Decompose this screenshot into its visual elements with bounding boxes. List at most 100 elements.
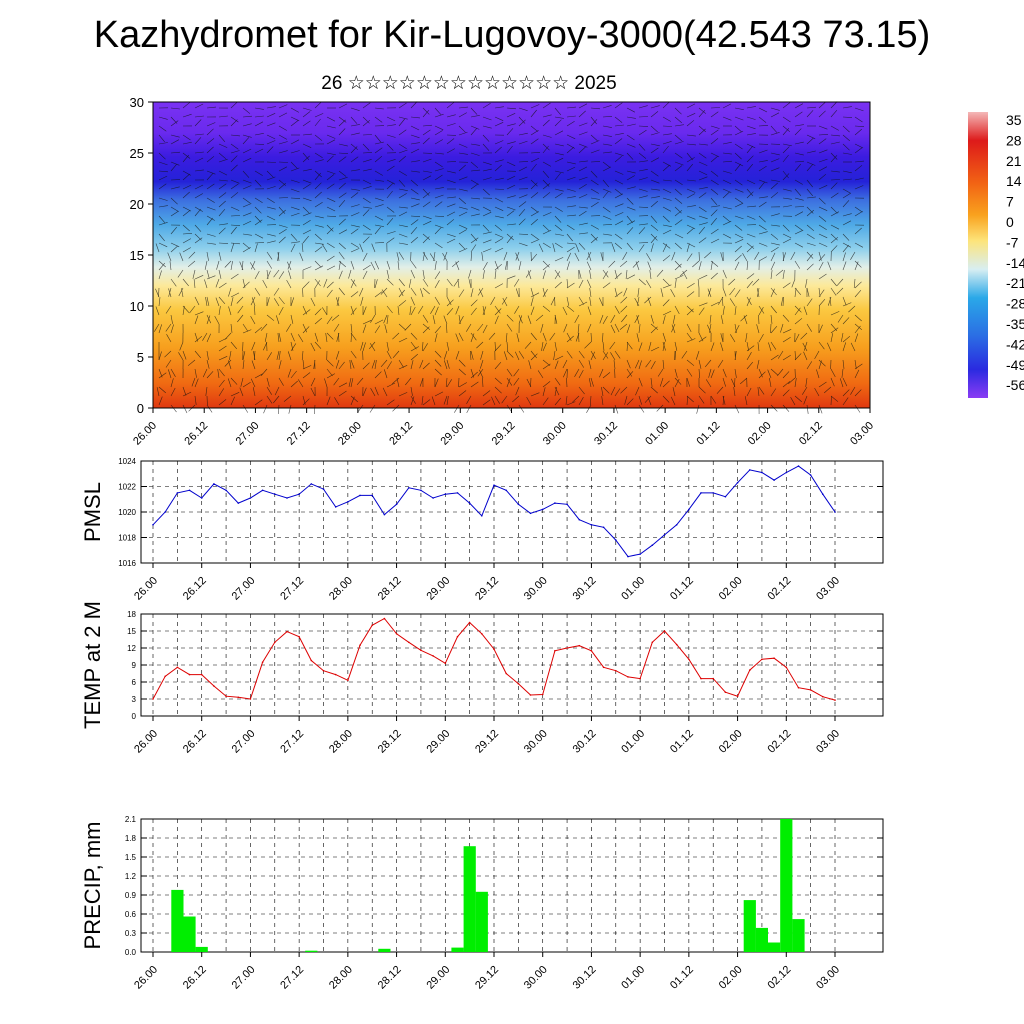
wind-barb (398, 365, 408, 370)
data-point (164, 675, 166, 678)
data-point (761, 658, 763, 661)
wind-barb (734, 197, 743, 204)
wind-barb (590, 377, 594, 387)
colorbar-label: -49 (1006, 357, 1024, 373)
precip-bar (743, 900, 756, 952)
x-tick-label: 30.12 (571, 575, 599, 603)
wind-barb (422, 220, 432, 226)
data-point (529, 512, 532, 515)
wind-barb (518, 209, 526, 217)
wind-barb (494, 146, 502, 154)
wind-barb (338, 242, 346, 250)
wind-barb (854, 211, 863, 217)
wind-barb (206, 275, 216, 280)
wind-barb (842, 200, 850, 208)
wind-barb (445, 377, 448, 388)
wind-barb (348, 269, 352, 279)
wind-barb (638, 125, 649, 127)
wind-barb (842, 335, 851, 343)
wind-barb (662, 380, 670, 388)
wind-barb (722, 233, 732, 239)
wind-barb (515, 252, 520, 262)
wind-barb (578, 222, 588, 226)
wind-barb (374, 319, 384, 325)
wind-barb (288, 404, 292, 414)
wind-barb (572, 395, 580, 403)
wind-barb (686, 253, 693, 262)
wind-barb (698, 152, 707, 159)
wind-barb (720, 315, 724, 325)
wind-barb (482, 305, 485, 315)
wind-barb (842, 220, 852, 226)
wind-barb (326, 281, 334, 289)
wind-barb (398, 170, 407, 176)
wind-barb (626, 175, 635, 181)
wind-barb (841, 368, 844, 378)
wind-barb (554, 233, 564, 236)
wind-barb (455, 333, 460, 343)
wind-barb (619, 260, 628, 268)
wind-barb (506, 377, 513, 386)
y-tick-label: 0.6 (125, 910, 137, 919)
wind-barb (770, 152, 780, 156)
wind-barb (314, 113, 324, 118)
wind-barb (554, 107, 562, 116)
wind-barb (566, 161, 576, 165)
wind-barb (698, 125, 706, 133)
wind-barb (206, 206, 216, 211)
wind-barb (302, 212, 312, 217)
wind-barb (806, 137, 814, 145)
wind-barb (230, 150, 240, 154)
wind-barb (590, 134, 598, 142)
wind-barb (278, 351, 281, 361)
wind-barb (434, 326, 442, 334)
wind-barb (794, 288, 797, 298)
y-tick-label: 0 (132, 712, 137, 721)
wind-barb (602, 179, 610, 188)
x-tick-label: 27.00 (230, 964, 258, 992)
wind-barb (374, 279, 378, 289)
wind-barb (338, 251, 345, 260)
wind-barb (830, 245, 838, 253)
wind-barb (158, 170, 169, 173)
wind-barb (554, 224, 563, 231)
wind-barb (302, 372, 311, 379)
wind-barb (674, 188, 682, 196)
wind-barb (758, 116, 767, 123)
wind-barb (360, 341, 364, 351)
wind-barb (434, 107, 442, 115)
wind-barb (854, 281, 862, 289)
wind-barb (626, 116, 636, 119)
wind-barb (541, 341, 544, 351)
wind-barb (610, 386, 616, 396)
wind-barb (782, 371, 790, 379)
wind-barb (331, 314, 340, 321)
wind-barb (302, 133, 313, 136)
wind-barb (674, 219, 683, 226)
wind-barb (314, 101, 322, 109)
data-point (639, 553, 641, 555)
wind-barb (602, 372, 611, 379)
wind-barb (816, 369, 820, 379)
wind-barb (494, 283, 504, 289)
wind-barb (842, 116, 853, 118)
wind-barb (720, 342, 724, 352)
wind-barb (302, 111, 311, 118)
wind-barb (410, 386, 413, 396)
wind-barb (770, 167, 780, 172)
wind-barb (710, 395, 717, 404)
wind-barb (588, 378, 592, 388)
wind-barb (842, 342, 847, 352)
wind-barb (494, 362, 502, 370)
wind-barb (386, 260, 391, 270)
wind-barb (818, 289, 825, 298)
wind-barb (794, 206, 805, 208)
wind-barb (398, 251, 405, 260)
wind-barb (310, 297, 316, 307)
wind-barb (398, 287, 404, 297)
wind-barb (158, 372, 167, 379)
wind-barb (326, 139, 336, 145)
wind-barb (566, 401, 576, 406)
wind-barb (324, 378, 328, 388)
wind-barb (710, 369, 715, 379)
